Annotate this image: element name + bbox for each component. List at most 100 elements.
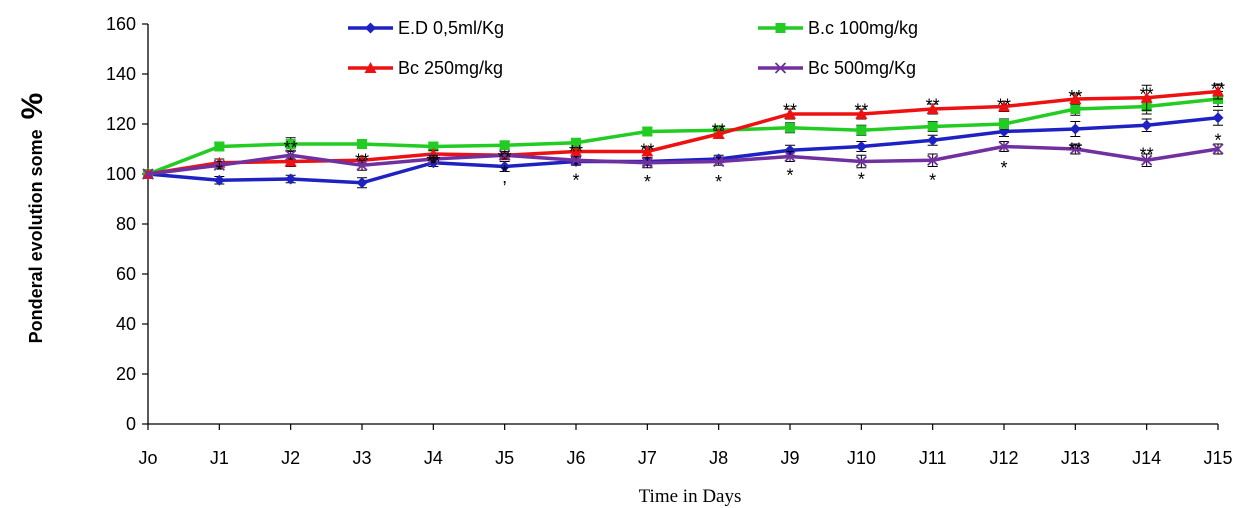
legend-swatch-marker (774, 62, 787, 74)
legend-swatch-marker (775, 23, 786, 33)
data-point (142, 168, 154, 180)
y-axis-label-symbol: % (16, 93, 49, 120)
significance-mark: ** (712, 121, 726, 141)
significance-mark: * (572, 171, 579, 191)
x-tick-label: J10 (847, 448, 876, 468)
x-tick-label: J5 (495, 448, 514, 468)
series-2 (143, 91, 1223, 179)
data-point (641, 157, 653, 169)
data-point (1069, 123, 1081, 135)
data-point (571, 137, 581, 148)
significance-mark: * (430, 153, 437, 173)
data-point (1141, 119, 1153, 131)
y-tick-label: 40 (116, 314, 136, 334)
x-tick-label: J4 (424, 448, 443, 468)
series-4 (142, 140, 1224, 180)
data-point (927, 154, 939, 166)
significance-mark: * (786, 166, 793, 186)
data-point (785, 122, 795, 133)
data-point (712, 128, 725, 139)
data-point (1212, 143, 1224, 155)
data-point (1141, 154, 1153, 166)
significance-mark: ** (284, 138, 298, 158)
data-point (499, 161, 511, 172)
y-tick-label: 120 (106, 114, 136, 134)
legend-swatch-marker (364, 62, 377, 73)
data-point (1140, 91, 1153, 103)
significance-mark: ** (997, 96, 1011, 116)
data-point (213, 174, 225, 186)
x-tick-label: J15 (1203, 448, 1232, 468)
x-tick-label: Jo (138, 448, 157, 468)
y-axis-label-group: Ponderal evolution some % (16, 93, 49, 344)
significance-mark: * (1214, 131, 1221, 151)
significance-mark: * (216, 161, 223, 181)
y-tick-label: 20 (116, 364, 136, 384)
data-point (713, 155, 725, 168)
data-point (642, 126, 653, 137)
x-tick-label: J11 (919, 448, 947, 468)
significance-mark: * (929, 171, 936, 191)
data-point (285, 173, 297, 185)
data-point (214, 141, 225, 152)
data-point (285, 149, 297, 161)
significance-mark: ** (355, 151, 369, 171)
data-point (856, 125, 867, 136)
data-point (428, 141, 439, 152)
y-tick-label: 100 (106, 164, 136, 184)
data-point (356, 159, 368, 171)
significance-mark: * (644, 172, 651, 192)
data-point (1070, 104, 1081, 114)
x-tick-label: J1 (210, 448, 229, 468)
x-tick-label: J9 (780, 448, 799, 468)
y-tick-label: 60 (116, 264, 136, 284)
significance-mark: ** (926, 96, 940, 116)
legend-item-2: B.c 100mg/kg (758, 18, 918, 38)
data-point (284, 155, 297, 167)
data-point (998, 140, 1010, 153)
x-tick-label: J14 (1132, 448, 1161, 468)
data-point (1069, 143, 1081, 155)
significance-mark: ** (1068, 87, 1082, 107)
significance-mark: , (502, 167, 507, 187)
axes: 0 20 40 60 80 100 120 140 160 Jo J1 J2 J3 J4 J5 J6 J7 J8 J… (106, 14, 1233, 468)
legend-swatch-marker (365, 22, 376, 34)
significance-mark: * (715, 172, 722, 192)
significance-mark: ** (854, 101, 868, 121)
series-line (147, 97, 1219, 176)
significance-mark: ** (1211, 79, 1225, 99)
x-tick-label: J13 (1061, 448, 1090, 468)
data-point (427, 153, 439, 165)
data-point (357, 139, 367, 149)
legend-label: E.D 0,5ml/Kg (398, 18, 504, 38)
data-point (356, 177, 368, 189)
legend-label: Bc 500mg/Kg (808, 58, 916, 78)
significance-mark: ** (426, 152, 440, 172)
data-point (999, 119, 1009, 129)
data-point (499, 140, 510, 151)
y-tick-label: 80 (116, 214, 136, 234)
significance-mark: ** (569, 142, 583, 162)
legend-item-1: E.D 0,5ml/Kg (348, 18, 504, 38)
data-point (855, 141, 867, 152)
data-point (1212, 85, 1224, 97)
significance-mark: ** (1140, 144, 1154, 164)
data-point (570, 145, 582, 157)
series-line (147, 144, 1219, 176)
x-tick-label: J6 (566, 448, 585, 468)
data-point (1069, 93, 1082, 104)
data-point (927, 121, 938, 132)
significance-mark: * (501, 162, 508, 182)
legend-label: Bc 250mg/kg (398, 58, 503, 78)
y-tick-label: 160 (106, 14, 136, 34)
data-point (784, 108, 796, 119)
x-tick-label: J8 (709, 448, 728, 468)
significance-mark: ** (640, 141, 654, 161)
legend: E.D 0,5ml/Kg B.c 100mg/kg Bc 250mg/kg Bc 50… (348, 18, 918, 78)
data-point (1212, 112, 1224, 124)
x-tick-label: J7 (638, 448, 657, 468)
significance-mark: * (1000, 158, 1007, 178)
data-point (285, 139, 296, 149)
x-tick-label: J3 (352, 448, 371, 468)
